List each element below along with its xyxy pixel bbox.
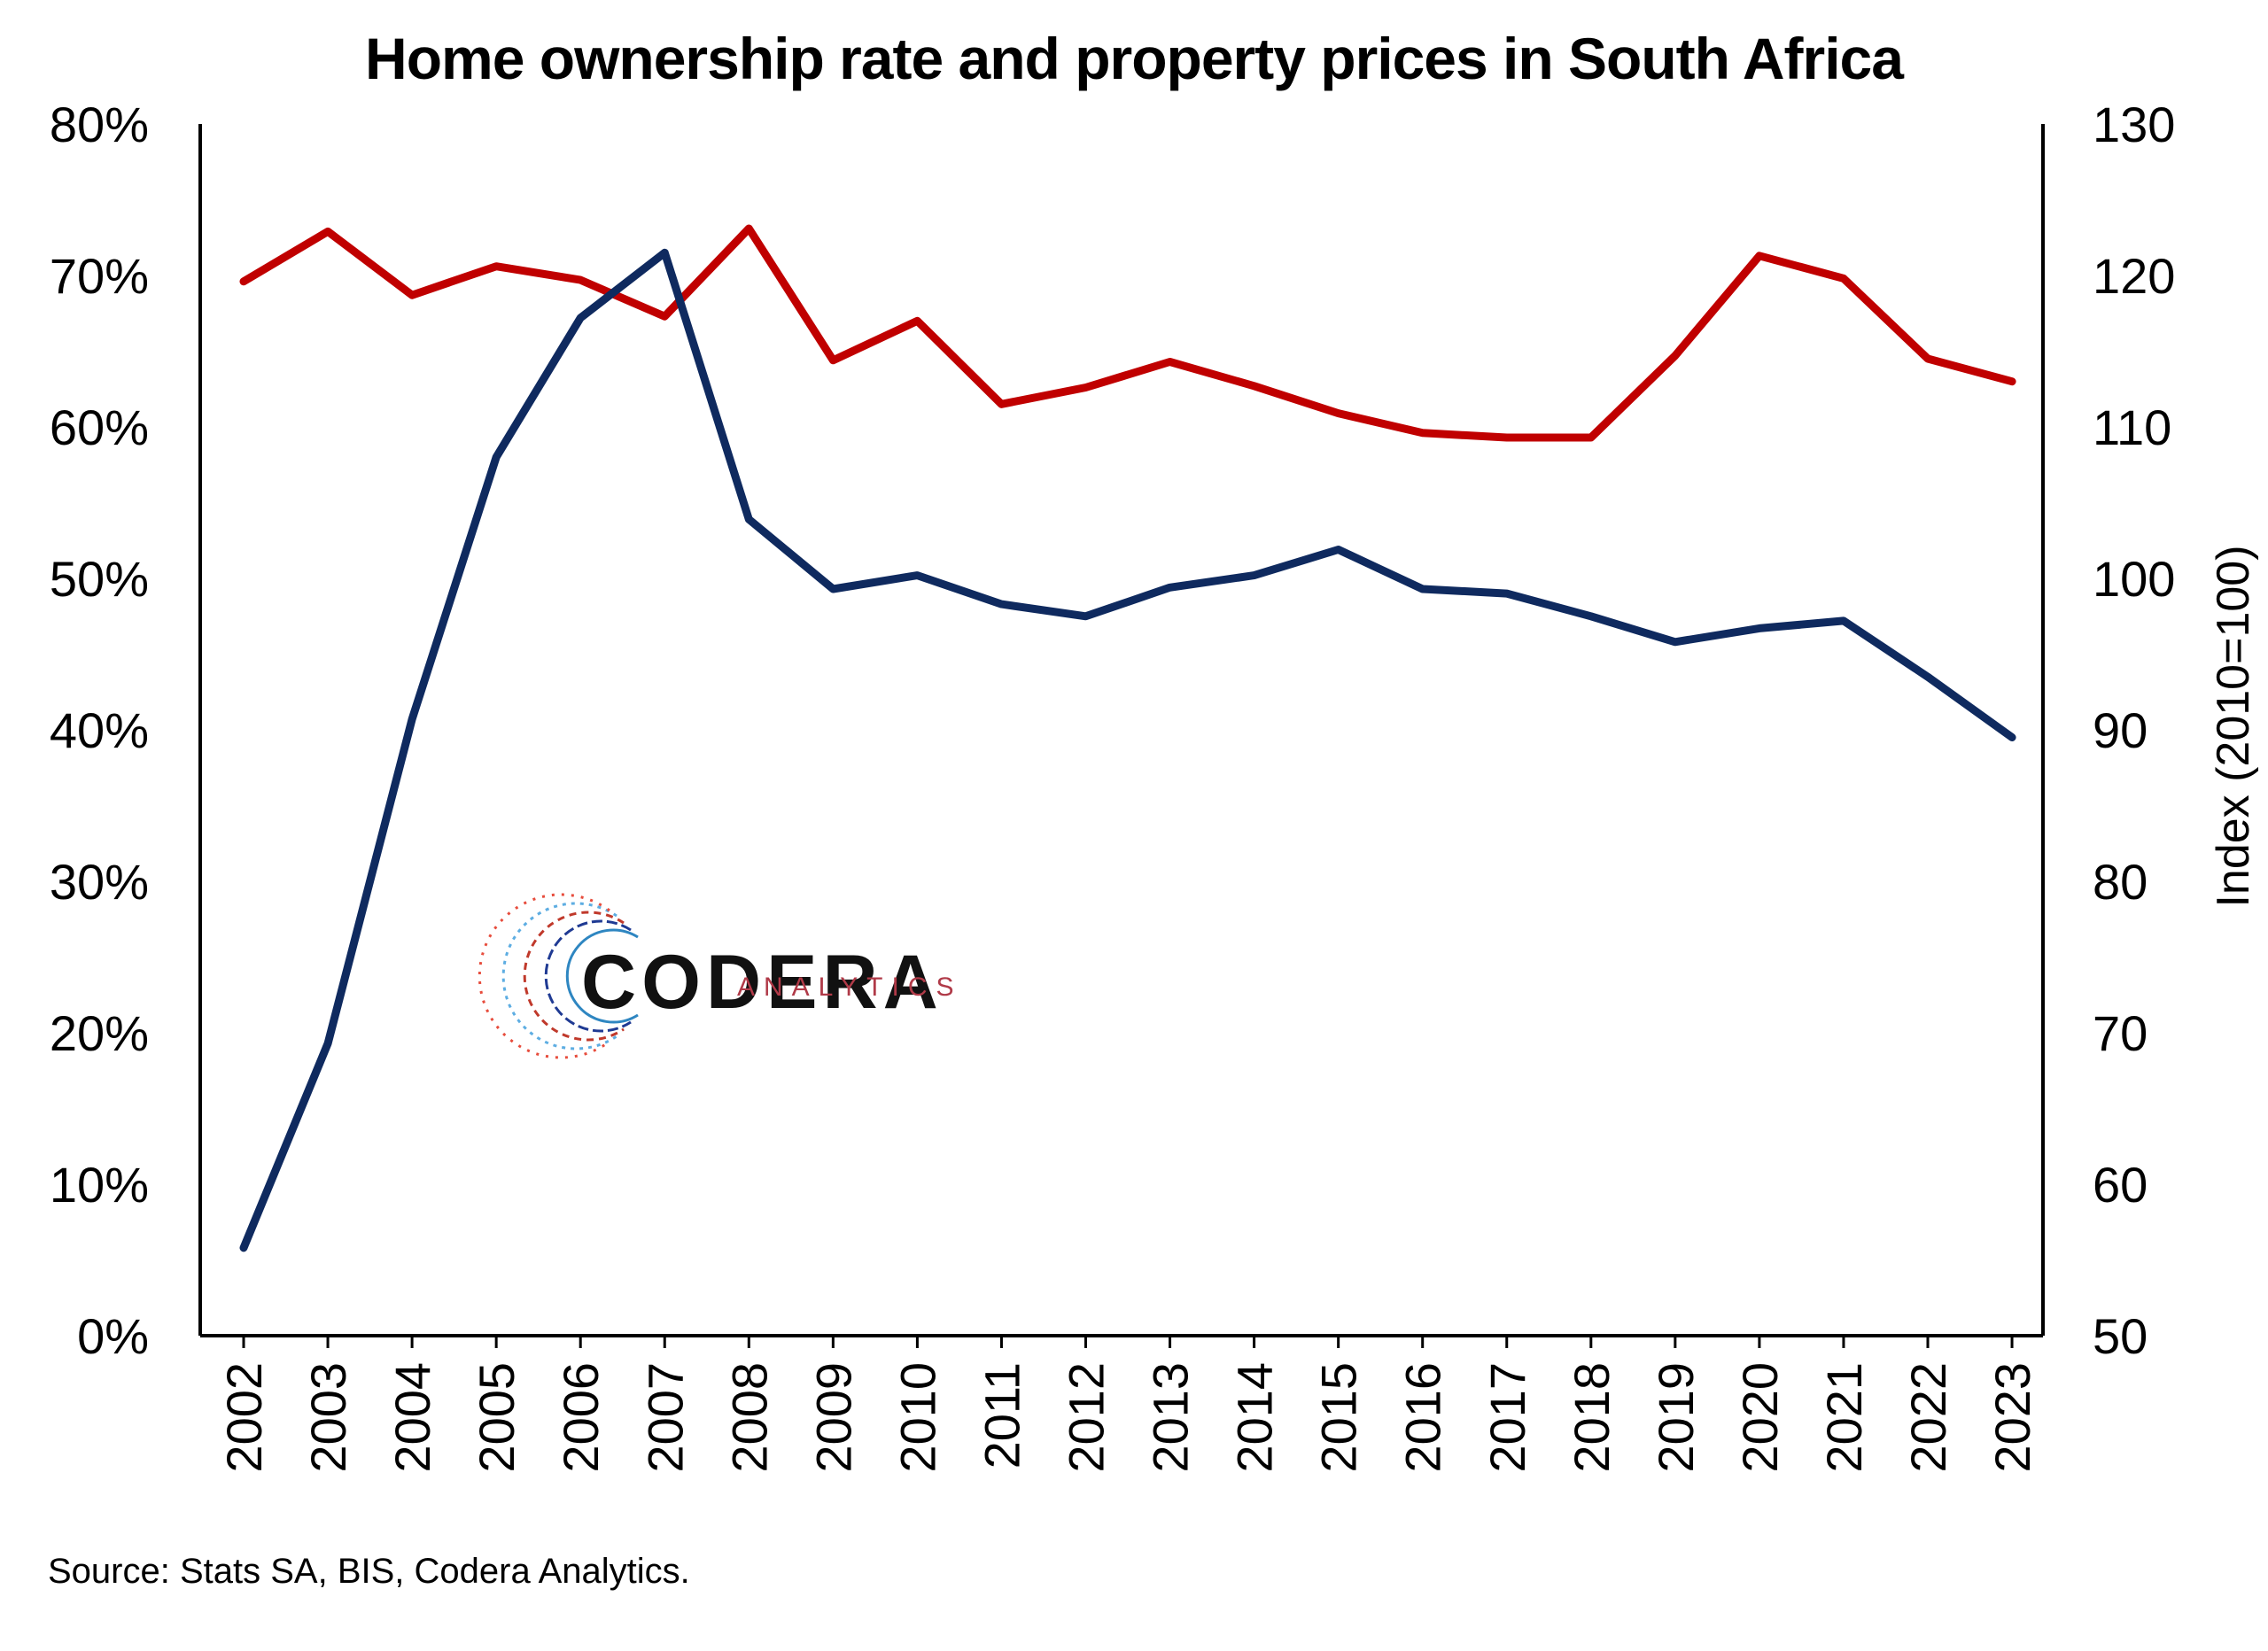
right-tick-label: 70 <box>2093 1005 2148 1061</box>
x-tick-label: 2010 <box>889 1362 945 1473</box>
left-tick-label: 40% <box>50 702 149 758</box>
x-tick-label: 2008 <box>721 1362 777 1473</box>
logo-wordmark: CODERA <box>581 940 944 1025</box>
x-tick-label: 2006 <box>553 1362 609 1473</box>
right-tick-label: 60 <box>2093 1157 2148 1213</box>
x-tick-label: 2012 <box>1059 1362 1115 1473</box>
right-tick-label: 80 <box>2093 854 2148 910</box>
logo-mark <box>478 893 639 1059</box>
series-line-home-ownership <box>239 224 2016 442</box>
left-tick-label: 60% <box>50 399 149 455</box>
codera-logo: CODERA ANALYTICS <box>478 893 963 1059</box>
left-axis-ticks: 0% 10% 20% 30% 40% 50% 60% 70% 80% <box>50 97 149 1364</box>
left-tick-label: 80% <box>50 97 149 152</box>
x-tick-label: 2019 <box>1648 1362 1704 1473</box>
left-tick-label: 70% <box>50 248 149 304</box>
plot-frame <box>198 124 2045 1337</box>
x-tick-label: 2015 <box>1311 1362 1367 1473</box>
x-tick-label: 2005 <box>469 1362 524 1473</box>
right-tick-label: 130 <box>2093 97 2175 152</box>
x-tick-label: 2016 <box>1395 1362 1451 1473</box>
x-tick-label: 2021 <box>1816 1362 1872 1473</box>
x-tick-label: 2011 <box>974 1362 1029 1469</box>
left-tick-label: 50% <box>50 551 149 607</box>
x-tick-label: 2022 <box>1900 1362 1956 1473</box>
x-tick-label: 2023 <box>1984 1362 2040 1473</box>
right-axis-ticks: 50 60 70 80 90 100 110 120 130 <box>2093 97 2175 1364</box>
x-tick-label: 2007 <box>637 1362 693 1473</box>
right-axis-title: Index (2010=100) <box>2208 545 2259 907</box>
right-tick-label: 90 <box>2093 702 2148 758</box>
right-tick-label: 100 <box>2093 551 2175 607</box>
left-tick-label: 20% <box>50 1005 149 1061</box>
series-line-property-prices <box>239 248 2016 1252</box>
left-tick-label: 30% <box>50 854 149 910</box>
x-tick-label: 2013 <box>1143 1362 1199 1473</box>
right-tick-label: 120 <box>2093 248 2175 304</box>
right-tick-label: 50 <box>2093 1308 2148 1364</box>
x-tick-label: 2014 <box>1227 1362 1283 1473</box>
x-tick-label: 2003 <box>300 1362 356 1473</box>
right-tick-label: 110 <box>2093 399 2171 455</box>
x-tick-label: 2004 <box>384 1362 440 1473</box>
x-tick-label: 2017 <box>1480 1362 1535 1473</box>
source-note: Source: Stats SA, BIS, Codera Analytics. <box>48 1552 690 1591</box>
series-layer <box>239 224 2016 1252</box>
x-tick-label: 2002 <box>216 1362 272 1473</box>
x-axis-ticks: 2002 2003 2004 2005 2006 2007 2008 2009 2010 2011… <box>216 1336 2040 1473</box>
chart-title: Home ownership rate and property prices … <box>365 26 1904 91</box>
x-tick-label: 2020 <box>1732 1362 1788 1473</box>
x-tick-label: 2018 <box>1564 1362 1619 1473</box>
left-tick-label: 0% <box>77 1308 149 1364</box>
left-tick-label: 10% <box>50 1157 149 1213</box>
logo-subtitle-text: ANALYTICS <box>737 973 963 1002</box>
x-tick-label: 2009 <box>805 1362 861 1473</box>
